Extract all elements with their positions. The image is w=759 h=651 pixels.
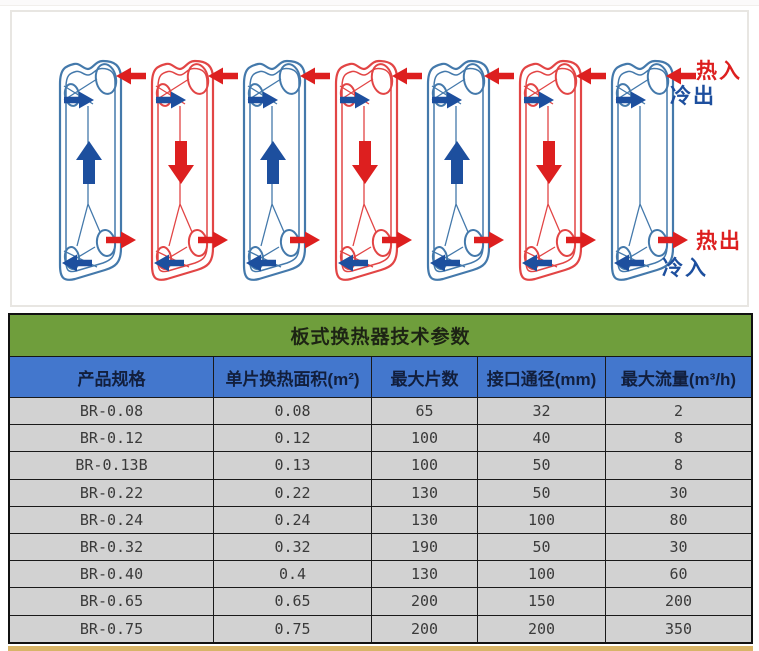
table-grid: 产品规格 单片换热面积(m²) 最大片数 接口通径(mm) 最大流量(m³/h)… (10, 357, 751, 642)
column-header-port: 接口通径(mm) (478, 357, 605, 397)
table-cell: BR-0.40 (10, 561, 213, 588)
table-cell: 0.13 (214, 452, 371, 479)
cold-in-arrow-row (62, 254, 644, 272)
table-cell: BR-0.12 (10, 425, 213, 452)
table-cell: 200 (478, 615, 605, 642)
table-cell: 50 (478, 452, 605, 479)
table-cell: 50 (478, 479, 605, 506)
table-cell: BR-0.32 (10, 533, 213, 561)
table-cell: 200 (606, 588, 751, 615)
table-cell: 100 (478, 561, 605, 588)
table-cell: 60 (606, 561, 751, 588)
table-cell: 130 (372, 506, 477, 533)
table-cell: BR-0.22 (10, 479, 213, 506)
table-cell: 200 (372, 615, 477, 642)
heat-exchanger-diagram-panel: 热入 冷出 热出 冷入 (10, 10, 749, 307)
table-cell: 130 (372, 479, 477, 506)
column-header-product: 产品规格 (10, 357, 213, 397)
hot-out-label: 热出 (696, 230, 742, 253)
table-cell: 150 (478, 588, 605, 615)
table-cell: 8 (606, 425, 751, 452)
spec-table: 板式换热器技术参数 产品规格 单片换热面积(m²) 最大片数 接口通径(mm) … (8, 313, 753, 644)
table-cell: 0.12 (214, 425, 371, 452)
table-cell: 200 (372, 588, 477, 615)
table-cell: BR-0.65 (10, 588, 213, 615)
table-cell: 30 (606, 533, 751, 561)
table-cell: 100 (478, 506, 605, 533)
table-cell: 50 (478, 533, 605, 561)
table-cell: 100 (372, 452, 477, 479)
cropped-bottom-edge (8, 646, 753, 651)
table-cell: 0.32 (214, 533, 371, 561)
hot-in-label: 热入 (696, 60, 742, 83)
hot-in-arrow-row (116, 67, 696, 85)
cold-out-label: 冷出 (670, 85, 716, 108)
table-cell: 100 (372, 425, 477, 452)
table-cell: 30 (606, 479, 751, 506)
column-header-maxflow: 最大流量(m³/h) (606, 357, 751, 397)
table-cell: 40 (478, 425, 605, 452)
table-cell: 0.24 (214, 506, 371, 533)
table-cell: BR-0.13B (10, 452, 213, 479)
table-cell: 350 (606, 615, 751, 642)
table-cell: BR-0.08 (10, 398, 213, 425)
table-cell: 65 (372, 398, 477, 425)
table-cell: 80 (606, 506, 751, 533)
table-cell: BR-0.24 (10, 506, 213, 533)
table-cell: 0.75 (214, 615, 371, 642)
cropped-top-edge (0, 0, 759, 6)
table-title: 板式换热器技术参数 (10, 315, 751, 357)
column-header-area: 单片换热面积(m²) (214, 357, 371, 397)
hot-out-arrow-row (106, 231, 688, 249)
table-cell: 8 (606, 452, 751, 479)
table-cell: 0.65 (214, 588, 371, 615)
table-cell: 2 (606, 398, 751, 425)
column-header-maxplates: 最大片数 (372, 357, 477, 397)
table-cell: 32 (478, 398, 605, 425)
table-cell: 130 (372, 561, 477, 588)
table-cell: 0.22 (214, 479, 371, 506)
table-cell: 0.08 (214, 398, 371, 425)
plate-stack-diagram (58, 59, 696, 281)
cold-in-label: 冷入 (662, 257, 708, 280)
table-cell: BR-0.75 (10, 615, 213, 642)
table-cell: 0.4 (214, 561, 371, 588)
table-cell: 190 (372, 533, 477, 561)
